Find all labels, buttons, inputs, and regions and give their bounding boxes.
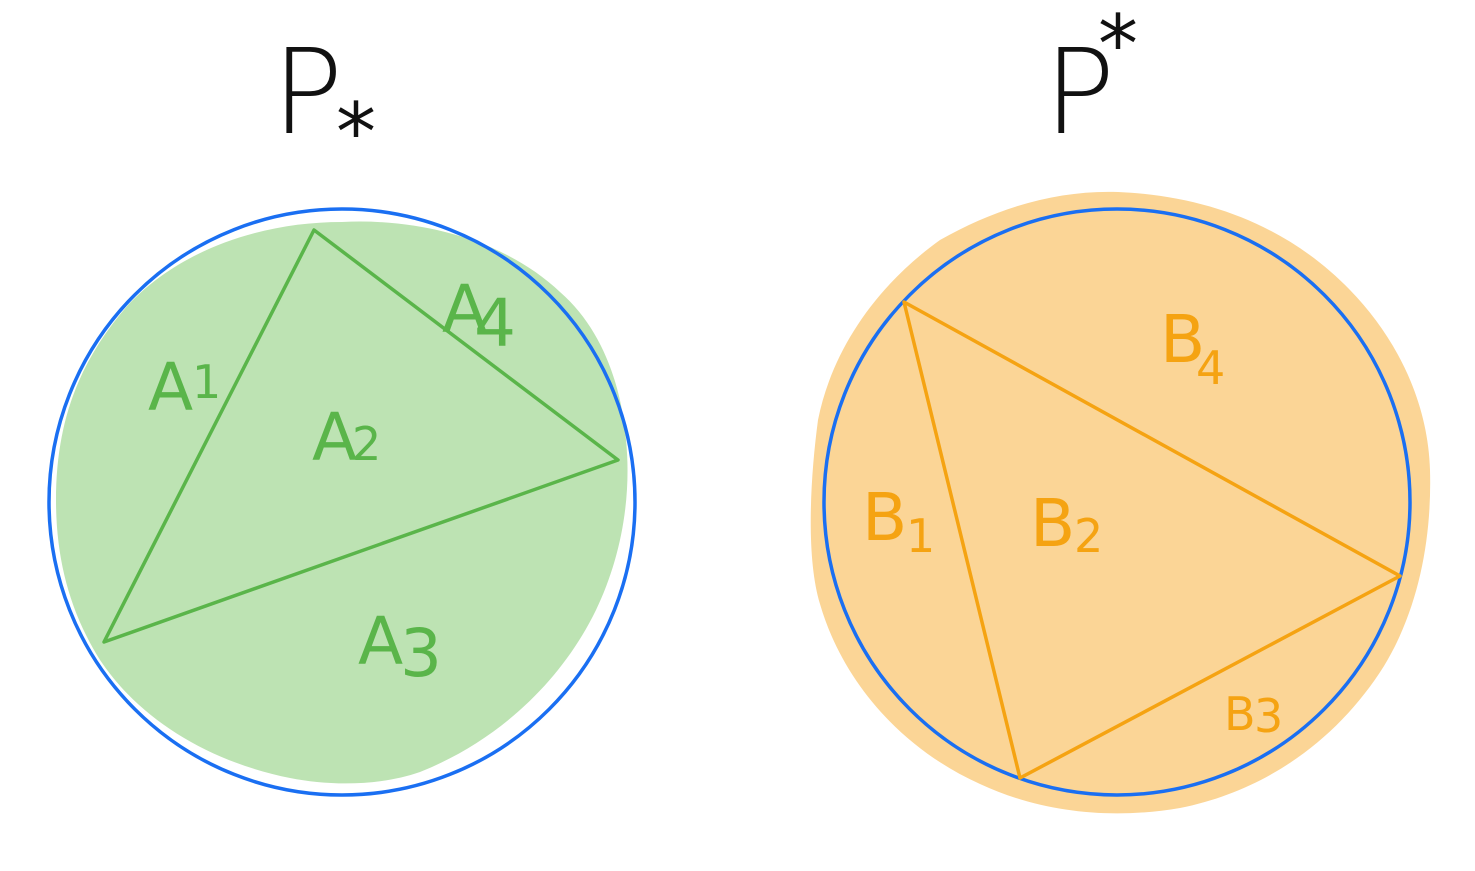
left-title-subscript-star: * <box>336 86 376 179</box>
svg-text:A: A <box>148 349 193 426</box>
left-blue-circle <box>47 207 637 797</box>
left-green-fill <box>56 221 628 784</box>
right-orange-triangle <box>902 300 1402 780</box>
svg-text:A: A <box>312 399 357 476</box>
right-title-letter: P <box>1044 23 1115 161</box>
svg-text:B: B <box>1224 687 1256 741</box>
svg-text:2: 2 <box>352 417 381 471</box>
svg-text:B: B <box>862 479 907 556</box>
svg-text:A: A <box>358 603 403 680</box>
right-panel: P * B 1 B 2 B 3 B 4 <box>810 0 1431 814</box>
svg-text:4: 4 <box>474 285 516 362</box>
label-a2: A 2 <box>312 399 381 476</box>
right-blue-circle <box>822 207 1412 797</box>
label-a4: A 4 <box>442 271 516 362</box>
label-a1: A 1 <box>148 349 221 426</box>
label-b4: B 4 <box>1160 301 1225 395</box>
right-orange-fill <box>810 191 1431 814</box>
label-b2: B 2 <box>1030 485 1103 563</box>
label-b1: B 1 <box>862 479 935 563</box>
svg-text:3: 3 <box>1254 689 1283 743</box>
left-title-letter: P <box>272 23 343 161</box>
left-green-triangle <box>102 228 620 644</box>
svg-text:4: 4 <box>1196 341 1225 395</box>
svg-text:2: 2 <box>1074 509 1103 563</box>
left-panel: P * A 1 A 2 A 3 A 4 <box>47 23 637 797</box>
label-a3: A 3 <box>358 603 442 692</box>
svg-text:A: A <box>442 271 487 348</box>
svg-text:3: 3 <box>400 615 442 692</box>
svg-text:1: 1 <box>192 355 221 409</box>
svg-text:1: 1 <box>906 509 935 563</box>
right-title-superscript-star: * <box>1098 0 1138 91</box>
svg-text:B: B <box>1160 301 1205 378</box>
svg-text:B: B <box>1030 485 1075 562</box>
label-b3: B 3 <box>1224 687 1283 743</box>
